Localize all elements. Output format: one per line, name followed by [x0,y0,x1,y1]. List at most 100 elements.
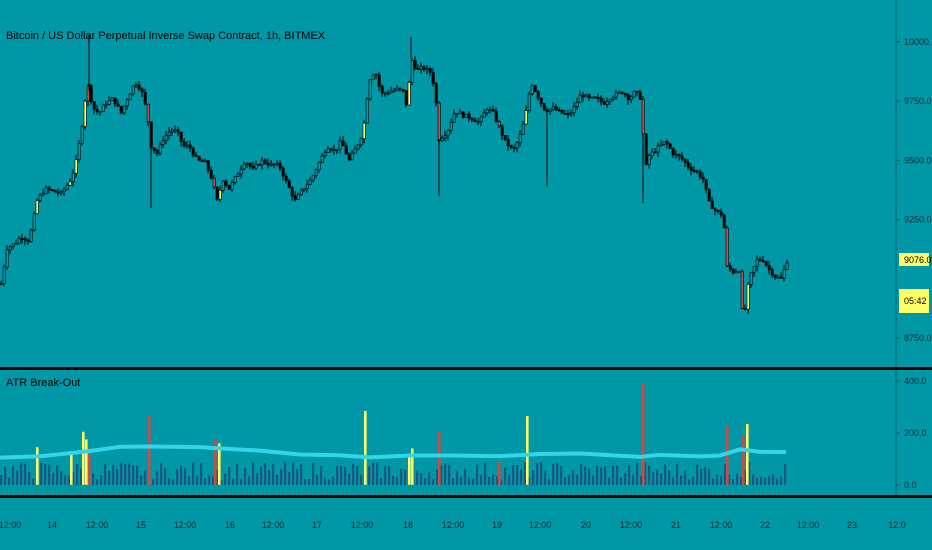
candle-body [494,110,498,122]
atr-bar [136,465,139,485]
candle [374,72,378,80]
candle-body [212,177,216,188]
candle [425,64,429,75]
candle-body [35,200,39,215]
candle-body [695,170,699,173]
candle [158,141,162,156]
candle [353,145,357,154]
candle [716,209,720,214]
atr-bar [428,472,431,485]
candle-body [182,141,186,147]
last-price-tag: 9076.0 [899,253,932,266]
candle-body [500,125,504,136]
atr-bar [744,470,747,485]
candle [542,103,546,111]
candle-body [287,180,291,189]
atr-bar [692,476,695,485]
atr-bar [168,478,171,485]
candle-body [629,96,633,100]
candle [572,101,576,117]
candle [479,115,483,127]
candle-body [23,238,27,241]
candle [113,97,117,107]
atr-bar [20,462,23,485]
atr-bar [344,467,347,485]
atr-bar [572,470,575,485]
candle-body [50,189,54,192]
candle [329,147,333,153]
candle [608,98,612,105]
y-tick-label: 200.0 [904,428,927,438]
atr-bar [260,466,263,485]
atr-bar [616,465,619,485]
candle-body [440,137,444,142]
x-tick-label: 21 [671,520,681,530]
candle-body [173,129,177,132]
candle-body [506,139,510,147]
atr-bar [360,474,363,485]
candle [242,161,246,171]
atr-bar [216,470,219,485]
x-tick-label: 12:00 [529,520,552,530]
atr-bar [268,469,271,485]
y-tick-label: 9250.0 [904,215,932,225]
atr-bar [64,475,67,485]
atr-bar [712,478,715,485]
candle-body [755,258,759,267]
atr-bar [172,479,175,485]
candle-body [674,153,678,156]
atr-bar [56,465,59,485]
atr-bar [612,465,615,485]
candle-body [233,176,237,183]
atr-bar [80,468,83,485]
atr-bar [404,469,407,485]
atr-bar [276,475,279,485]
candle [44,185,48,195]
atr-bar [484,462,487,485]
candle [683,158,687,167]
candle-body [263,159,267,164]
x-tick-label: 12:00 [620,520,643,530]
candle [695,169,699,175]
candle [728,262,732,273]
atr-bar [292,462,295,485]
candle [149,121,153,149]
candle [92,101,96,115]
atr-bar [8,477,11,485]
candle-body [275,162,279,166]
candle [476,117,480,126]
pane-divider[interactable] [0,367,932,370]
candle [173,125,177,134]
candle [755,255,759,272]
candle [659,139,663,147]
candle [413,56,417,71]
atr-bar [520,469,523,485]
candle-body [86,85,90,102]
atr-bar [548,479,551,485]
candle [482,109,486,118]
candle-body [29,229,33,242]
candle-body [707,189,711,202]
atr-bar [328,479,331,485]
candle-body [539,97,543,104]
candle [356,144,360,151]
main-y-axis: 10000.0 9750.0 9500.0 9250.0 8750.0 [896,37,932,343]
candle [515,141,519,153]
candle-body [335,148,339,151]
candle [314,168,318,179]
candle [626,93,630,105]
candle-body [686,162,690,168]
atr-bar [620,477,623,485]
candle-body [461,111,465,118]
x-tick-label: 12:00 [262,520,285,530]
candle [764,260,768,268]
candle-body [143,91,147,105]
candle-body [374,74,378,77]
candle-body [479,116,483,122]
candle [443,130,447,142]
candle [191,146,195,158]
candle-body [749,272,753,285]
candle [20,233,24,244]
candle [641,96,645,137]
